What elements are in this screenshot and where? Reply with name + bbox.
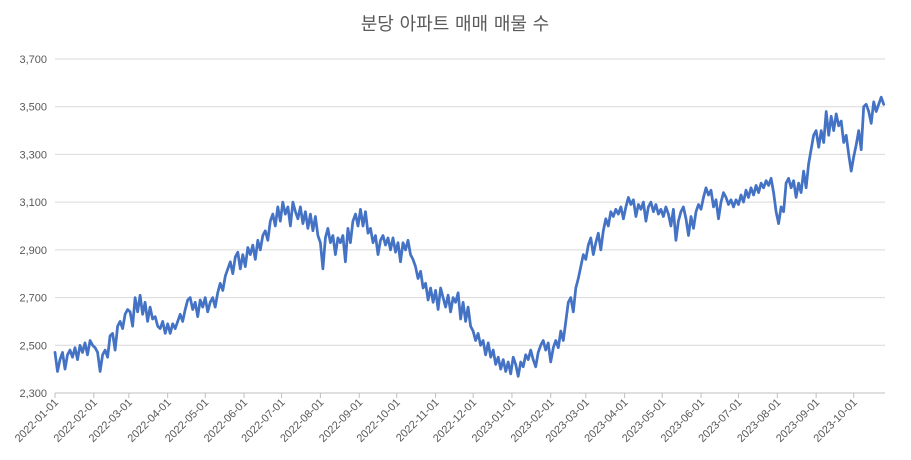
y-tick-label: 3,300: [19, 149, 47, 161]
y-tick-label: 2,900: [19, 245, 47, 257]
y-tick-label: 2,300: [19, 388, 47, 400]
x-axis-tick-labels: 2022-01-012022-02-012022-03-012022-04-01…: [13, 393, 860, 445]
y-tick-label: 3,700: [19, 54, 47, 66]
series-layer: [53, 95, 886, 378]
y-axis-tick-labels: 2,300 2,500 2,700 2,900 3,100 3,300 3,500 3,700: [19, 54, 47, 400]
y-tick-label: 3,100: [19, 197, 47, 209]
y-tick-label: 3,500: [19, 102, 47, 114]
y-tick-label: 2,700: [19, 293, 47, 305]
grid-lines: [55, 58, 885, 394]
y-tick-label: 2,500: [19, 340, 47, 352]
series-line: [53, 95, 886, 378]
chart-title: 분당 아파트 매매 매물 수: [361, 14, 550, 35]
